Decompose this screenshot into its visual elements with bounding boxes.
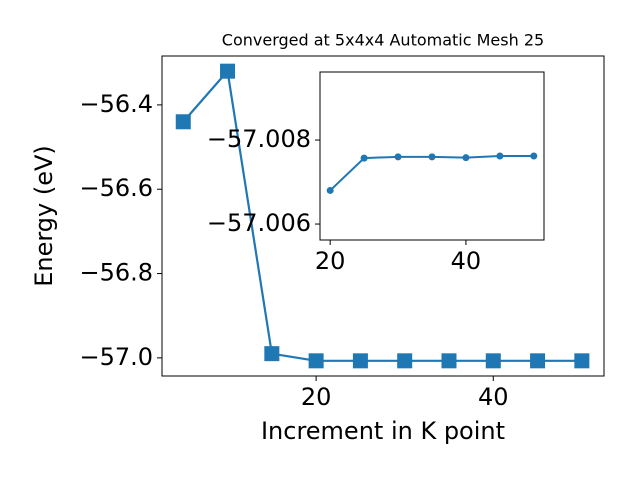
y-tick-label: −57.0: [79, 343, 153, 371]
marker: [264, 346, 280, 362]
y-tick-label: −57.006: [207, 209, 311, 237]
marker: [428, 153, 436, 161]
x-tick-label: 20: [315, 247, 346, 275]
marker: [394, 153, 402, 161]
chart-title: Converged at 5x4x4 Automatic Mesh 25: [222, 31, 544, 50]
marker: [326, 186, 334, 194]
marker: [360, 154, 368, 162]
marker: [574, 353, 590, 369]
marker: [496, 152, 504, 160]
marker: [352, 353, 368, 369]
marker: [485, 353, 501, 369]
marker: [220, 63, 236, 79]
x-axis-label: Increment in K point: [261, 417, 505, 445]
y-tick-label: −56.4: [79, 90, 153, 118]
y-axis-label: Energy (eV): [30, 145, 58, 287]
series-line: [182, 68, 582, 362]
y-tick-label: −57.008: [207, 125, 311, 153]
x-tick-label: 40: [478, 383, 509, 411]
marker: [441, 353, 457, 369]
marker: [530, 353, 546, 369]
marker: [308, 353, 324, 369]
y-tick-label: −56.8: [79, 259, 153, 287]
marker: [397, 353, 413, 369]
x-tick-label: 20: [301, 383, 332, 411]
marker: [462, 154, 470, 162]
x-tick-label: 40: [451, 247, 482, 275]
y-tick-label: −56.6: [79, 174, 153, 202]
marker: [175, 114, 191, 130]
marker: [530, 152, 538, 160]
